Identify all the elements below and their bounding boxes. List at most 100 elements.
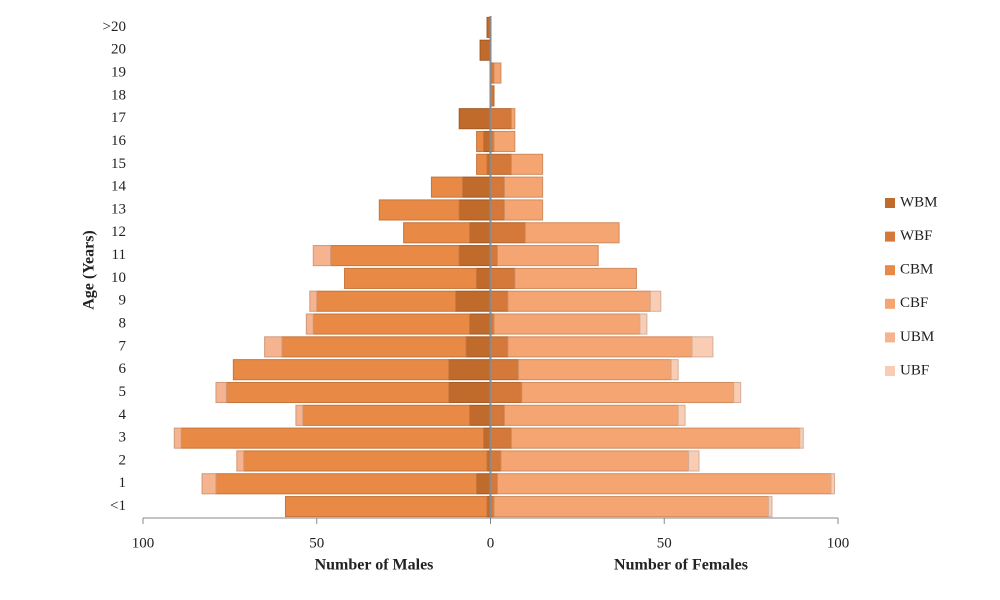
bar xyxy=(830,473,836,495)
bar xyxy=(232,359,450,381)
bar xyxy=(500,450,690,472)
bar xyxy=(448,359,491,381)
bar xyxy=(201,473,217,495)
bar xyxy=(493,130,516,153)
bar xyxy=(490,222,526,244)
legend-label: UBM xyxy=(900,329,934,345)
bar xyxy=(465,336,491,358)
legend-label: WBM xyxy=(900,194,938,210)
bar xyxy=(295,404,304,426)
bar xyxy=(799,427,804,449)
bar xyxy=(490,473,498,495)
bar xyxy=(510,153,544,175)
bar xyxy=(490,267,516,289)
bar xyxy=(344,267,478,289)
bar xyxy=(490,153,512,175)
bar xyxy=(476,267,492,289)
bar xyxy=(688,450,700,472)
bar xyxy=(455,290,491,312)
bar xyxy=(469,313,491,335)
bar xyxy=(284,496,488,518)
bar xyxy=(312,245,332,267)
bar xyxy=(403,222,471,244)
bar xyxy=(448,381,491,404)
bar xyxy=(493,62,502,84)
bar xyxy=(490,290,509,312)
legend-swatch xyxy=(885,332,895,343)
bar xyxy=(733,381,742,404)
bar xyxy=(490,336,509,358)
bar xyxy=(510,427,801,449)
bar xyxy=(309,290,318,312)
bar xyxy=(483,427,491,449)
y-tick-label: 17 xyxy=(111,110,127,126)
bar xyxy=(670,359,679,381)
x-axis-label-right: Number of Females xyxy=(614,557,748,574)
y-tick-label: 6 xyxy=(119,361,127,377)
bar xyxy=(305,313,314,335)
bar xyxy=(768,496,773,518)
bar xyxy=(215,381,227,404)
bar xyxy=(458,199,492,221)
legend-swatch xyxy=(885,265,895,276)
bar xyxy=(503,404,679,426)
y-tick-label: 10 xyxy=(111,270,126,286)
y-tick-label: 4 xyxy=(119,407,127,423)
x-tick-label: 50 xyxy=(309,535,324,551)
bar xyxy=(514,267,637,289)
bar xyxy=(264,336,283,358)
bar xyxy=(493,496,769,518)
legend-swatch xyxy=(885,198,895,208)
y-tick-label: 11 xyxy=(112,247,126,263)
y-tick-label: 7 xyxy=(119,338,127,354)
y-tick-label: 13 xyxy=(111,201,126,217)
bar xyxy=(378,199,460,221)
y-tick-label: 1 xyxy=(119,475,127,491)
bar xyxy=(517,359,672,381)
y-tick-label: 3 xyxy=(119,430,127,446)
bar xyxy=(236,450,245,472)
bar xyxy=(490,176,505,198)
bar xyxy=(524,222,620,244)
bar xyxy=(507,336,693,358)
x-tick-label: 100 xyxy=(132,535,155,551)
bar xyxy=(458,108,492,130)
bar xyxy=(173,427,182,449)
bar xyxy=(462,176,492,198)
y-tick-label: 18 xyxy=(111,87,126,103)
bar xyxy=(225,381,450,404)
bar xyxy=(507,290,651,312)
bar xyxy=(490,199,505,221)
bar xyxy=(215,473,478,495)
bar xyxy=(649,290,662,312)
bar xyxy=(469,222,491,244)
bar xyxy=(503,199,544,221)
y-tick-label: >20 xyxy=(103,19,126,35)
y-tick-label: 16 xyxy=(111,133,127,149)
bar xyxy=(490,381,523,404)
bar xyxy=(677,404,686,426)
bar xyxy=(243,450,488,472)
legend-label: UBF xyxy=(900,362,929,378)
bar xyxy=(496,245,599,267)
bar xyxy=(479,39,492,61)
y-tick-label: 15 xyxy=(111,156,126,172)
x-tick-label: 100 xyxy=(827,535,850,551)
bar xyxy=(302,404,471,426)
bar xyxy=(458,245,492,267)
legend-label: WBF xyxy=(900,228,933,244)
y-tick-label: 12 xyxy=(111,224,126,240)
bar xyxy=(490,404,505,426)
bar xyxy=(476,473,492,495)
y-tick-label: 14 xyxy=(111,179,127,195)
bar xyxy=(691,336,714,358)
bar xyxy=(490,108,512,130)
legend-label: CBM xyxy=(900,262,933,278)
bar xyxy=(510,108,516,130)
y-tick-label: 8 xyxy=(119,315,127,331)
y-tick-label: <1 xyxy=(110,498,126,514)
bar xyxy=(496,473,832,495)
bar xyxy=(476,153,488,175)
bar xyxy=(521,381,735,404)
